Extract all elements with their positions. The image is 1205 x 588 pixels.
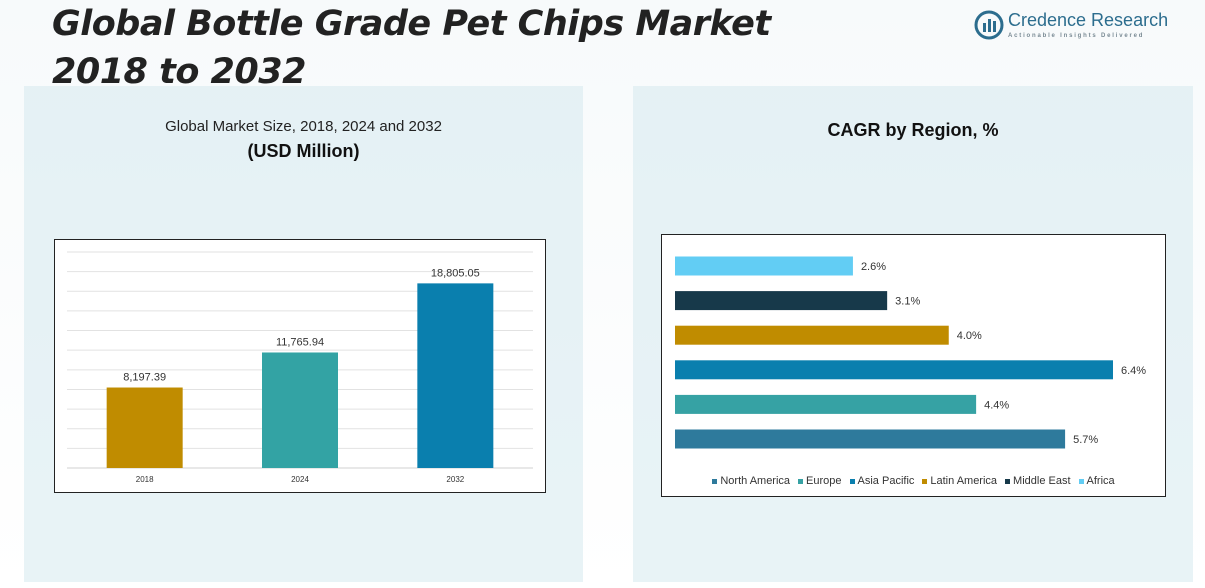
legend-item-europe: Europe <box>798 475 842 487</box>
legend-swatch <box>1005 478 1011 484</box>
data-label-2032: 18,805.05 <box>431 267 480 279</box>
legend-swatch <box>798 478 804 484</box>
legend-item-north-america: North America <box>712 475 790 487</box>
bar-europe <box>675 394 977 414</box>
x-tick-label-2018: 2018 <box>136 475 154 484</box>
title-line-2: 2018 to 2032 <box>52 52 306 92</box>
page-title: Global Bottle Grade Pet Chips Market 201… <box>52 0 771 96</box>
market-size-chart-svg: 8,197.39 2018 11,765.94 2024 18,805.05 2032 <box>67 251 533 484</box>
bar-asia-pacific <box>675 360 1113 380</box>
data-label-middle-east: 3.1% <box>895 296 920 308</box>
legend-item-middle-east: Middle East <box>1005 475 1071 487</box>
data-label-asia-pacific: 6.4% <box>1121 365 1146 377</box>
legend-swatch <box>1078 478 1084 484</box>
legend-label: Africa <box>1086 475 1115 487</box>
legend-item-asia-pacific: Asia Pacific <box>849 475 915 487</box>
market-size-chart-title: Global Market Size, 2018, 2024 and 2032 <box>165 118 442 135</box>
data-label-2018: 8,197.39 <box>123 372 166 384</box>
legend-label: Middle East <box>1013 475 1071 487</box>
data-label-africa: 2.6% <box>861 261 886 273</box>
logo-name: Credence Research <box>1008 10 1169 30</box>
legend-label: Latin America <box>930 475 998 487</box>
bar-africa <box>675 256 853 276</box>
title-line-1: Global Bottle Grade Pet Chips Market <box>52 4 771 44</box>
bar-north-america <box>675 429 1066 449</box>
legend-item-latin-america: Latin America <box>922 475 997 487</box>
legend-item-africa: Africa <box>1078 475 1115 487</box>
legend-swatch <box>712 478 718 484</box>
data-label-2024: 11,765.94 <box>276 336 324 348</box>
market-size-chart: 8,197.39 2018 11,765.94 2024 18,805.05 2032 <box>54 239 546 493</box>
x-tick-label-2032: 2032 <box>446 475 464 484</box>
cagr-chart: 2.6% 3.1% 4.0% 6.4% 4.4% 5.7% North America Eu… <box>661 234 1166 497</box>
bar-middle-east <box>675 291 888 311</box>
bar-chart-circle-icon <box>974 10 1004 40</box>
credence-research-logo[interactable]: Credence Research Actionable Insights De… <box>974 9 1174 49</box>
legend-label: North America <box>720 475 791 487</box>
data-label-north-america: 5.7% <box>1073 434 1098 446</box>
legend-label: Europe <box>806 475 842 487</box>
data-label-latin-america: 4.0% <box>957 330 982 342</box>
data-label-europe: 4.4% <box>984 399 1009 411</box>
bar-2032 <box>417 283 494 468</box>
cagr-legend: North America Europe Asia Pacific Latin Ame… <box>662 475 1165 487</box>
legend-swatch <box>922 478 928 484</box>
x-tick-label-2024: 2024 <box>291 475 309 484</box>
cagr-chart-title: CAGR by Region, % <box>827 120 999 140</box>
cagr-chart-svg: 2.6% 3.1% 4.0% 6.4% 4.4% 5.7% <box>675 256 1146 449</box>
bar-2018 <box>106 387 183 468</box>
legend-swatch <box>849 478 855 484</box>
market-size-chart-unit: (USD Million) <box>247 141 360 161</box>
logo-tagline: Actionable Insights Delivered <box>1008 33 1145 39</box>
legend-label: Asia Pacific <box>857 475 915 487</box>
bar-latin-america <box>675 325 949 345</box>
bar-2024 <box>262 352 338 468</box>
